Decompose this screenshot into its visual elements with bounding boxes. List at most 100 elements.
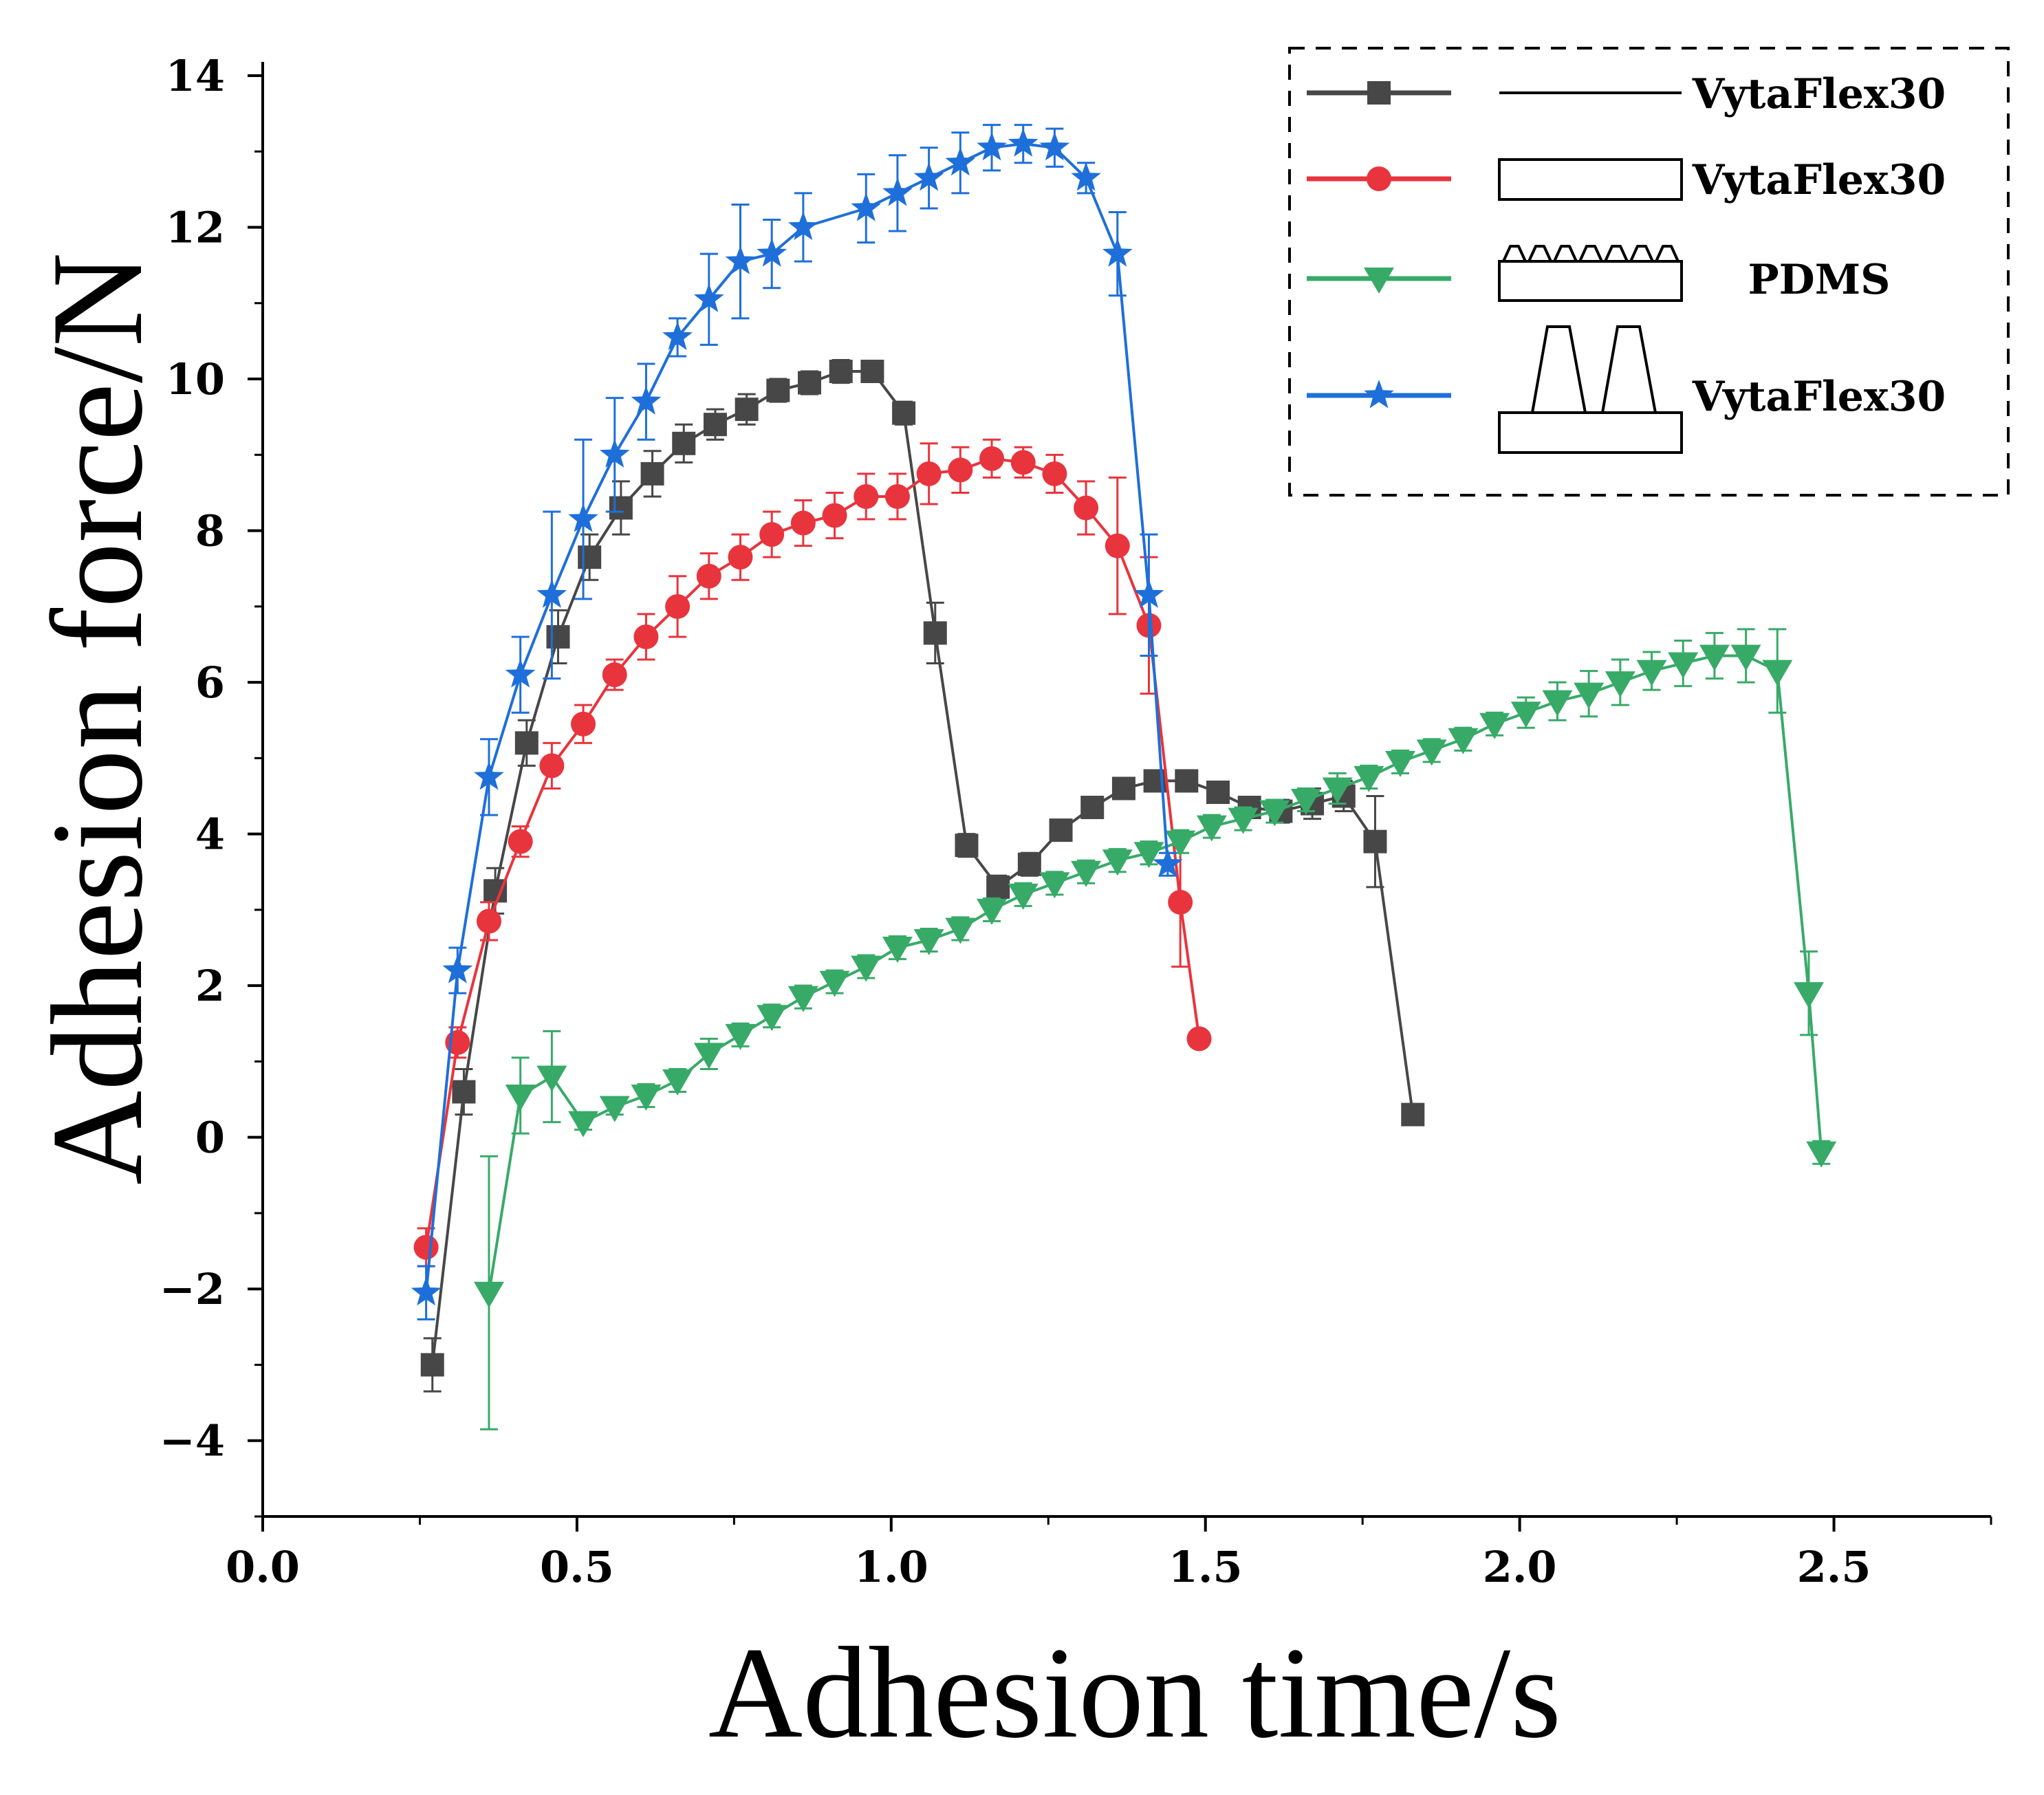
data-point [539,753,565,779]
data-point [882,177,913,206]
data-point [945,146,976,176]
pillar [1600,325,1657,414]
data-point [1699,644,1730,671]
data-point [662,1069,693,1096]
x-axis-title: Adhesion time/s [708,1621,1561,1765]
base-rect [1498,411,1683,454]
data-point [948,457,973,483]
y-tick-label: −2 [160,1264,225,1314]
flat-base-icon [1498,158,1683,201]
data-point [599,439,630,468]
data-point [884,483,910,509]
data-point [1385,750,1416,777]
data-point [640,461,664,486]
data-point [1105,533,1130,558]
data-point [662,321,693,350]
data-point [882,937,913,964]
data-point [1730,644,1761,671]
data-point [1168,889,1193,915]
data-point [602,662,627,688]
data-point [923,621,947,645]
data-point [1133,579,1164,608]
data-point [1102,849,1133,876]
data-point [571,711,596,737]
data-point [851,193,882,221]
data-point [1353,765,1384,792]
data-point [1186,1026,1212,1052]
data-point [568,503,598,532]
legend: VytaFlex30 VytaFlex30 PDMS VytaFlex30 [1288,47,2010,497]
y-tick-label: 12 [166,203,225,253]
data-point [860,360,884,384]
data-point [1636,660,1667,686]
data-point [728,545,753,570]
data-point [442,955,473,983]
data-point [1206,780,1230,804]
data-point [1080,796,1105,820]
data-point [609,496,633,520]
data-point [916,461,942,486]
data-point [1111,776,1135,801]
y-tick-label: 14 [166,51,225,101]
y-tick-label: 6 [195,657,225,708]
data-point [1071,162,1101,191]
data-point [505,1085,536,1111]
data-point [1574,682,1605,709]
data-point [703,413,727,437]
data-point [1542,690,1573,717]
data-point [1008,128,1039,157]
data-point [505,659,536,688]
data-point [798,371,822,395]
series-layer [411,124,1837,1430]
data-point [1165,830,1196,857]
data-point [822,503,847,528]
y-tick-label: 8 [195,506,225,556]
data-point [672,431,696,455]
data-point [986,875,1010,899]
data-point [1322,777,1353,804]
data-point [536,579,567,608]
data-point [1479,712,1510,739]
data-point [735,398,759,422]
data-point [1102,238,1133,267]
data-point [536,1065,567,1092]
data-point [1010,450,1036,475]
data-point [759,522,785,547]
data-point [913,929,944,955]
data-point [1042,461,1067,486]
data-point [413,1234,439,1260]
legend-entry-4: VytaFlex30 [1307,325,1946,454]
data-point [474,761,504,790]
data-point [578,545,602,569]
data-point [1071,860,1102,887]
data-point [819,970,850,997]
data-point [725,1023,756,1050]
y-axis-title: Adhesion force/N [25,252,170,1185]
data-point [1153,848,1183,878]
data-point [476,909,501,934]
data-point [452,1080,476,1104]
data-point [1290,789,1321,816]
data-point [420,1353,444,1377]
micro-pattern [1502,245,1679,262]
series-line [488,654,1823,1294]
data-point [766,378,790,402]
data-point [1074,495,1099,521]
y-tick-label: 10 [166,354,225,404]
y-tick-label: 0 [195,1113,225,1163]
data-point [725,246,756,274]
data-point [829,360,853,384]
data-point [473,1281,504,1308]
legend-box [1288,47,2010,497]
data-point [1806,1141,1837,1168]
legend-marker [1367,81,1391,105]
x-tick-label: 0.0 [226,1542,300,1592]
data-point [1017,852,1041,876]
data-point [1448,728,1479,754]
data-point [1401,1102,1425,1127]
data-point [892,401,916,425]
pillar [1530,325,1587,414]
data-point [757,238,787,267]
legend-label: VytaFlex30 [1692,70,1946,118]
data-point [1175,769,1199,793]
